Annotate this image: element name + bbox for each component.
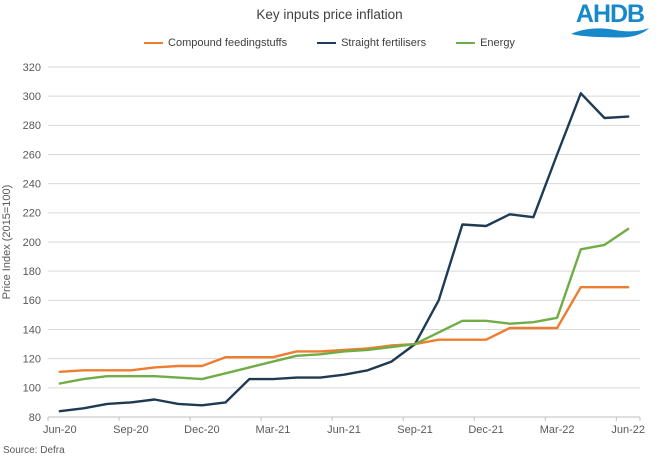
legend-item-compound-feedingstuffs: Compound feedingstuffs [144, 37, 287, 49]
y-tick-label: 280 [23, 120, 41, 132]
ahdb-logo-wave-icon [571, 28, 649, 38]
x-tick-label: Jun-21 [327, 424, 361, 436]
x-tick-label: Jun-20 [43, 424, 77, 436]
legend-item-energy: Energy [456, 37, 515, 49]
x-tick-label: Dec-21 [468, 424, 503, 436]
source-note: Source: Defra [3, 445, 65, 456]
page-title: Key inputs price inflation [256, 7, 403, 22]
legend-line-swatch [144, 41, 164, 45]
y-tick-label: 300 [23, 91, 41, 103]
legend-line-swatch [317, 41, 337, 45]
legend-label: Energy [480, 37, 515, 49]
y-axis-title: Price Index (2015=100) [1, 185, 13, 300]
ahdb-logo-text: AHDB [575, 0, 645, 28]
y-tick-label: 140 [23, 324, 41, 336]
y-tick-label: 100 [23, 383, 41, 395]
y-tick-label: 80 [29, 412, 41, 424]
y-tick-label: 260 [23, 149, 41, 161]
legend-label: Compound feedingstuffs [168, 37, 288, 49]
y-tick-label: 240 [23, 178, 41, 190]
x-tick-label: Dec-20 [184, 424, 219, 436]
y-tick-label: 160 [23, 295, 41, 307]
chart-svg: 80 100 120 140 160 180 200 220 240 260 280 300 320 Ju… [1, 62, 645, 436]
legend-line-swatch [456, 41, 476, 45]
series-line-straight-fertilisers [58, 92, 630, 413]
series-line-compound-feedingstuffs [58, 285, 630, 373]
legend-label: Straight fertilisers [341, 37, 427, 49]
y-tick-label: 200 [23, 237, 41, 249]
y-tick-label: 220 [23, 208, 41, 220]
x-tick-label: Sep-20 [113, 424, 148, 436]
y-tick-label: 120 [23, 353, 41, 365]
ahdb-logo: AHDB [567, 2, 653, 39]
legend-item-straight-fertilisers: Straight fertilisers [317, 37, 426, 49]
y-tick-label: 320 [23, 62, 41, 74]
x-tick-label: Jun-22 [611, 424, 645, 436]
y-tick-label: 180 [23, 266, 41, 278]
x-tick-label: Sep-21 [397, 424, 432, 436]
series-line-energy [58, 227, 630, 385]
legend: Compound feedingstuffs Straight fertilis… [0, 37, 659, 49]
x-tick-label: Mar-21 [256, 424, 291, 436]
x-tick-label: Mar-22 [540, 424, 575, 436]
